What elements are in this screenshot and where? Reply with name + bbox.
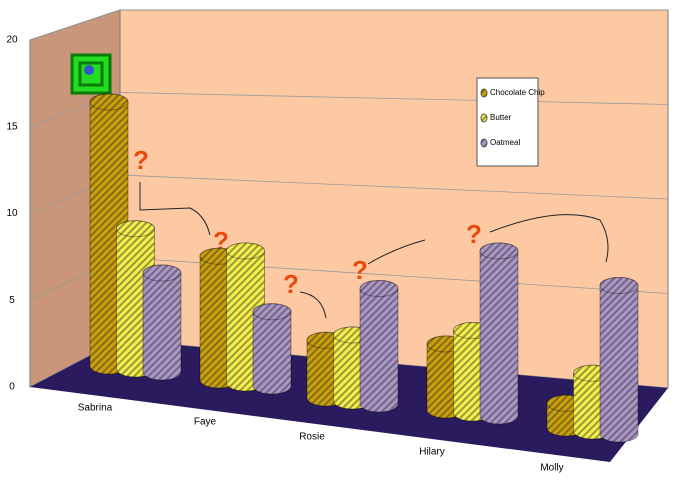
bar-top [116, 220, 155, 238]
question-mark: ? [283, 269, 299, 299]
bar-top [142, 264, 182, 282]
bar [599, 277, 639, 443]
y-tick-label: 0 [9, 382, 15, 393]
squiggle [299, 291, 327, 319]
y-tick-label: 5 [9, 295, 15, 306]
legend-marker [480, 138, 488, 148]
x-tick-label: Rosie [299, 432, 325, 443]
bar-top [252, 303, 292, 321]
decorations: ? ? ? ? ? [133, 145, 482, 299]
x-tick-label: Sabrina [78, 403, 113, 414]
bar-top [479, 242, 519, 260]
bar [479, 242, 519, 425]
x-tick-label: Faye [194, 417, 217, 428]
x-tick-label: Molly [540, 463, 563, 474]
y-tick-label: 20 [6, 35, 18, 46]
icon-dot [84, 65, 94, 75]
legend-label: Oatmeal [490, 138, 520, 147]
squiggle [367, 239, 426, 265]
bar-top [89, 93, 129, 111]
bar [359, 280, 399, 413]
legend-marker [480, 88, 488, 98]
squiggle [489, 214, 609, 263]
y-tick-label: 10 [6, 208, 18, 219]
bar [142, 264, 182, 381]
question-mark: ? [466, 219, 482, 249]
bar-top [226, 242, 265, 260]
bar-top [599, 277, 639, 294]
legend-marker [480, 113, 488, 123]
question-mark: ? [133, 145, 149, 175]
y-tick-label: 15 [6, 121, 18, 132]
squiggle [139, 182, 211, 236]
icon-inner [78, 61, 104, 87]
bar-top [359, 280, 399, 297]
legend-label: Chocolate Chip [490, 88, 545, 97]
legend-label: Butter [490, 113, 512, 122]
x-tick-label: Hilary [419, 447, 445, 458]
grid-line [29, 9, 668, 41]
question-mark: ? [352, 255, 368, 285]
